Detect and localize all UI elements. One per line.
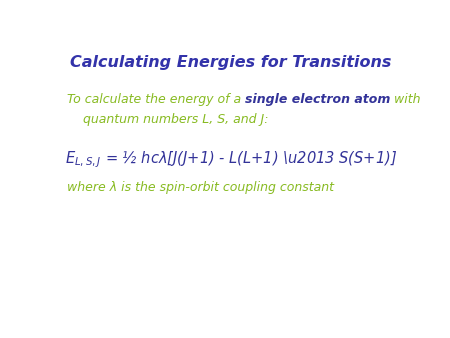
Text: single electron atom: single electron atom xyxy=(245,93,390,105)
Text: To calculate the energy of a: To calculate the energy of a xyxy=(67,93,245,105)
Text: $\it{E}_{L,S,J}$ = ½ hc$\lambda$[J(J+1) - L(L+1) \u2013 S(S+1)]: $\it{E}_{L,S,J}$ = ½ hc$\lambda$[J(J+1) … xyxy=(64,150,397,170)
Text: Calculating Energies for Transitions: Calculating Energies for Transitions xyxy=(70,55,392,70)
Text: where λ is the spin-orbit coupling constant: where λ is the spin-orbit coupling const… xyxy=(67,181,334,194)
Text: quantum numbers L, S, and J:: quantum numbers L, S, and J: xyxy=(67,114,268,126)
Text: with: with xyxy=(390,93,421,105)
